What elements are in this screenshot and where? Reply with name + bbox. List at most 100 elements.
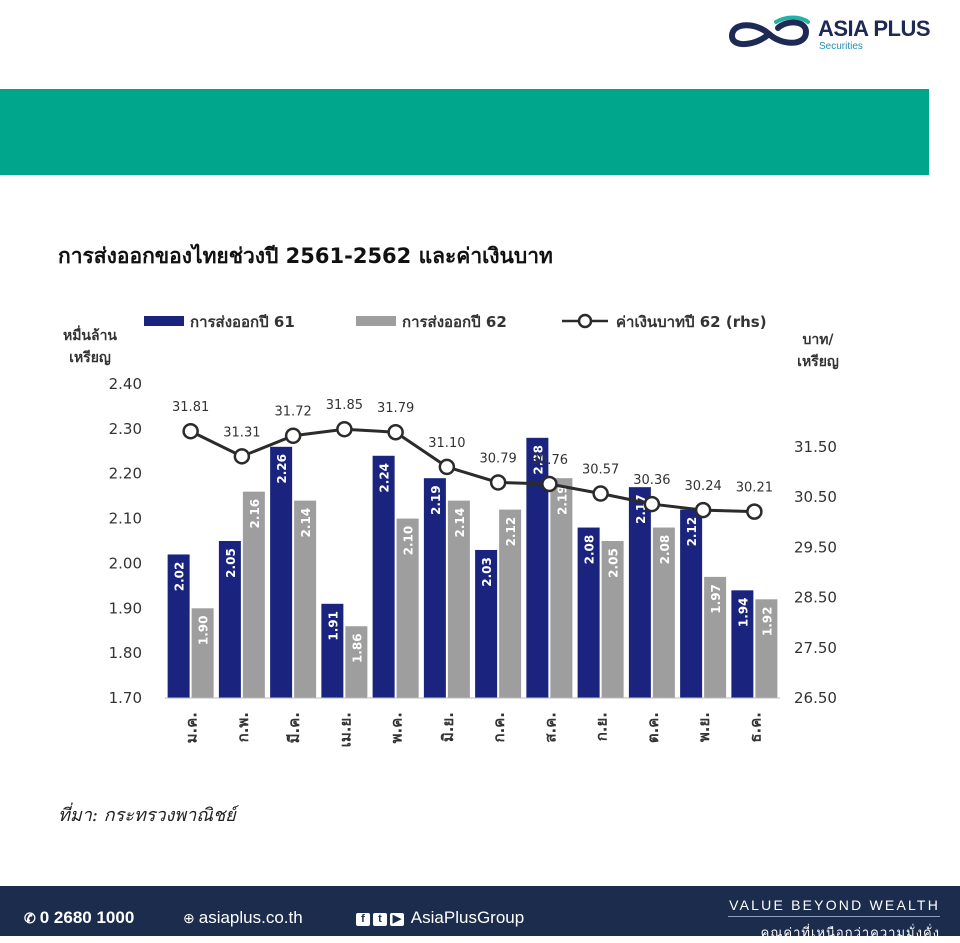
bar-61 bbox=[270, 446, 293, 698]
footer-phone-text: 0 2680 1000 bbox=[39, 908, 135, 927]
bar-61 bbox=[628, 487, 651, 698]
bar-61 bbox=[423, 478, 446, 698]
bar-61 bbox=[167, 554, 190, 698]
y-left-tick-label: 1.80 bbox=[109, 644, 142, 662]
y-left-tick-label: 2.40 bbox=[109, 375, 142, 393]
thb-point bbox=[233, 448, 251, 465]
bar-61-value-label: 2.08 bbox=[583, 535, 597, 565]
bar-61-value-label: 2.02 bbox=[173, 562, 187, 592]
bar-62-value-label: 2.19 bbox=[555, 485, 569, 515]
thb-point bbox=[336, 420, 353, 438]
y-right-tick-label: 27.50 bbox=[794, 639, 837, 657]
bar-62-value-label: 2.14 bbox=[299, 508, 313, 538]
x-category-label: ก.ค. bbox=[490, 712, 508, 743]
page-title: การส่งออกของไทยช่วงปี 2561-2562 และค่าเง… bbox=[58, 244, 553, 268]
x-category-label: มี.ค. bbox=[285, 712, 303, 743]
thb-line bbox=[189, 427, 755, 514]
bar-62 bbox=[396, 518, 419, 698]
thb-value-label: 31.10 bbox=[428, 436, 465, 451]
thb-value-label: 31.72 bbox=[275, 405, 312, 420]
y-axis-left-title: เหรียญ bbox=[69, 350, 111, 366]
y-left-tick-label: 1.70 bbox=[109, 689, 142, 707]
exports-chart: การส่งออกปี 61 การส่งออกปี 62 ค่าเงินบาทปี… bbox=[63, 313, 839, 747]
y-left-tick-label: 2.00 bbox=[109, 554, 142, 572]
bar-62-value-label: 2.16 bbox=[248, 499, 262, 529]
thb-point bbox=[694, 501, 712, 519]
y-right-tick-label: 29.50 bbox=[794, 538, 837, 556]
source-note: ที่มา: กระทรวงพาณิชย์ bbox=[58, 805, 236, 826]
bar-61 bbox=[372, 455, 395, 698]
bar-62 bbox=[499, 509, 522, 698]
thb-value-label: 30.57 bbox=[582, 463, 619, 478]
thb-value-label: 31.85 bbox=[326, 398, 363, 413]
y-left-tick-label: 1.90 bbox=[109, 599, 142, 617]
bar-61-value-label: 1.94 bbox=[736, 598, 750, 628]
x-category-label: ต.ค. bbox=[644, 712, 662, 743]
x-category-label: ม.ค. bbox=[183, 712, 201, 743]
bar-62-value-label: 2.05 bbox=[607, 548, 621, 578]
bar-62 bbox=[550, 478, 573, 698]
footer-phone[interactable]: ✆ 0 2680 1000 bbox=[24, 908, 134, 928]
x-category-label: พ.ค. bbox=[388, 712, 406, 743]
bar-62-value-label: 2.12 bbox=[504, 517, 518, 547]
logo-swirl-icon bbox=[729, 15, 810, 47]
bar-62-value-label: 1.97 bbox=[709, 584, 723, 614]
bar-62 bbox=[652, 527, 675, 698]
bar-62 bbox=[294, 500, 317, 698]
company-logo: ASIA PLUS Securities bbox=[726, 12, 946, 56]
bar-62-value-label: 2.10 bbox=[402, 526, 416, 556]
thb-value-label: 30.24 bbox=[685, 479, 722, 494]
bar-62-value-label: 1.86 bbox=[350, 633, 364, 663]
footer-website[interactable]: ⊕ asiaplus.co.th bbox=[183, 908, 303, 928]
x-category-label: ส.ค. bbox=[541, 712, 559, 743]
thb-point bbox=[438, 458, 456, 476]
bar-62 bbox=[601, 541, 624, 698]
bar-61 bbox=[475, 549, 498, 698]
y-right-tick-label: 28.50 bbox=[794, 589, 837, 607]
y-axis-right-title: เหรียญ bbox=[797, 354, 839, 370]
y-axis-right-title: บาท/ bbox=[802, 332, 834, 348]
bar-62 bbox=[242, 491, 265, 698]
bar-62 bbox=[191, 608, 214, 698]
thb-point bbox=[489, 474, 507, 491]
bar-61-value-label: 2.12 bbox=[685, 517, 699, 547]
footer-website-text: asiaplus.co.th bbox=[198, 908, 303, 927]
x-category-label: มิ.ย. bbox=[439, 712, 457, 742]
x-category-label: ก.พ. bbox=[234, 712, 252, 742]
legend-label-61: การส่งออกปี 61 bbox=[190, 313, 295, 331]
bar-61 bbox=[680, 509, 703, 698]
legend-label-62: การส่งออกปี 62 bbox=[402, 313, 507, 331]
youtube-icon: ▶ bbox=[390, 913, 404, 926]
y-left-tick-label: 2.30 bbox=[109, 420, 142, 438]
footer-social[interactable]: f t ▶ AsiaPlusGroup bbox=[356, 908, 524, 928]
bar-61-value-label: 2.05 bbox=[224, 548, 238, 578]
thb-point bbox=[182, 422, 199, 440]
legend-marker-thb bbox=[577, 313, 593, 329]
bar-61-value-label: 2.26 bbox=[275, 454, 289, 484]
thb-point bbox=[541, 475, 558, 493]
thb-point bbox=[387, 423, 404, 441]
legend-label-thb: ค่าเงินบาทปี 62 (rhs) bbox=[616, 313, 767, 331]
x-category-label: ก.ย. bbox=[593, 712, 611, 741]
thb-value-label: 31.81 bbox=[172, 400, 209, 415]
bar-61-value-label: 2.19 bbox=[429, 485, 443, 515]
x-category-label: พ.ย. bbox=[695, 712, 713, 742]
bar-61-value-label: 1.91 bbox=[326, 611, 340, 641]
bar-62-value-label: 1.90 bbox=[197, 615, 211, 645]
footer-slogan: VALUE BEYOND WEALTH bbox=[729, 897, 940, 913]
thb-value-label: 30.21 bbox=[736, 481, 773, 496]
thb-value-label: 31.79 bbox=[377, 401, 414, 416]
brand-subtitle: Securities bbox=[819, 41, 863, 52]
bar-61 bbox=[577, 527, 600, 698]
bar-62-value-label: 1.92 bbox=[760, 607, 774, 637]
bar-62-value-label: 2.08 bbox=[658, 535, 672, 565]
y-right-tick-label: 30.50 bbox=[794, 488, 837, 506]
bar-61-value-label: 2.24 bbox=[378, 463, 392, 493]
bar-62 bbox=[704, 576, 727, 698]
thb-point bbox=[284, 427, 302, 444]
thb-value-label: 30.79 bbox=[480, 451, 517, 466]
thb-point bbox=[592, 485, 609, 502]
footer-social-text: AsiaPlusGroup bbox=[410, 908, 525, 927]
thb-point bbox=[746, 503, 763, 520]
bar-62-value-label: 2.14 bbox=[453, 508, 467, 538]
